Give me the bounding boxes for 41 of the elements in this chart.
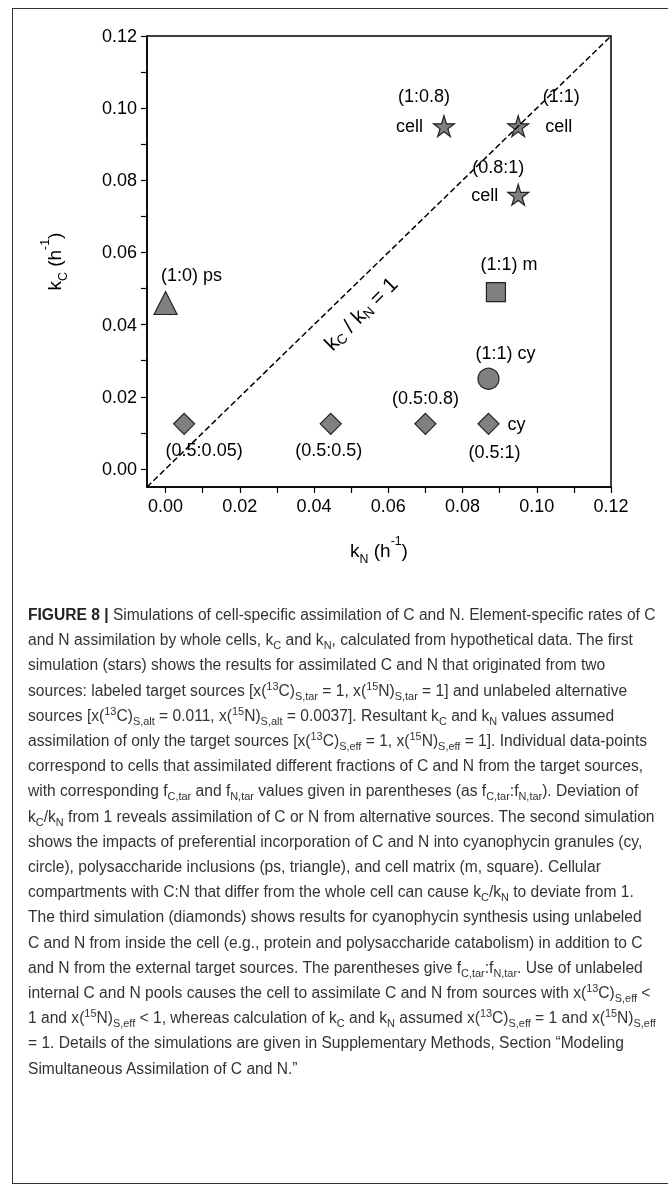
annotation: cell <box>471 184 499 205</box>
text: FIGURE 8 | <box>28 606 109 623</box>
annotation: kC / kN = 1 <box>319 272 402 355</box>
x-tick-label: 0.12 <box>593 496 629 516</box>
x-tick-label: 0.08 <box>445 496 481 516</box>
point <box>477 412 500 435</box>
point <box>507 115 530 138</box>
annotation: cell <box>395 116 423 137</box>
annotation: cy <box>507 413 526 434</box>
x-tick-label: 0.04 <box>296 496 332 516</box>
annotation: (1:0.8) <box>397 86 450 107</box>
y-tick-label: 0.08 <box>101 170 137 191</box>
x-tick-label: 0.10 <box>519 496 555 516</box>
point <box>507 183 530 206</box>
y-axis-title: kC (h-1) <box>38 232 70 291</box>
annotation: (0.5:0.05) <box>165 439 243 460</box>
annotation: (0.5:1) <box>468 441 521 462</box>
annotation: (1:1) m <box>480 254 538 275</box>
annotation: (1:0) ps <box>161 264 223 285</box>
annotation: (1:1) cy <box>475 342 536 363</box>
point <box>173 412 196 435</box>
point <box>153 290 178 316</box>
point <box>485 282 507 303</box>
x-tick-label: 0.00 <box>148 496 184 516</box>
annotation: (1:1) <box>542 86 580 107</box>
point <box>477 367 500 390</box>
y-tick-label: 0.00 <box>101 458 137 479</box>
y-tick-label: 0.10 <box>101 98 137 119</box>
annotation: (0.8:1) <box>472 156 525 177</box>
x-tick-label: 0.02 <box>222 496 258 516</box>
annotation: (0.5:0.5) <box>295 439 363 460</box>
y-tick-label: 0.06 <box>101 242 137 263</box>
annotation: cell <box>545 116 573 137</box>
y-tick-label: 0.12 <box>101 26 137 46</box>
x-tick-label: 0.06 <box>370 496 406 516</box>
y-tick-label: 0.04 <box>101 314 137 335</box>
point <box>319 412 342 435</box>
y-tick-label: 0.02 <box>101 386 137 407</box>
annotation: (0.5:0.8) <box>391 387 459 408</box>
point <box>432 115 456 138</box>
point <box>414 412 437 435</box>
